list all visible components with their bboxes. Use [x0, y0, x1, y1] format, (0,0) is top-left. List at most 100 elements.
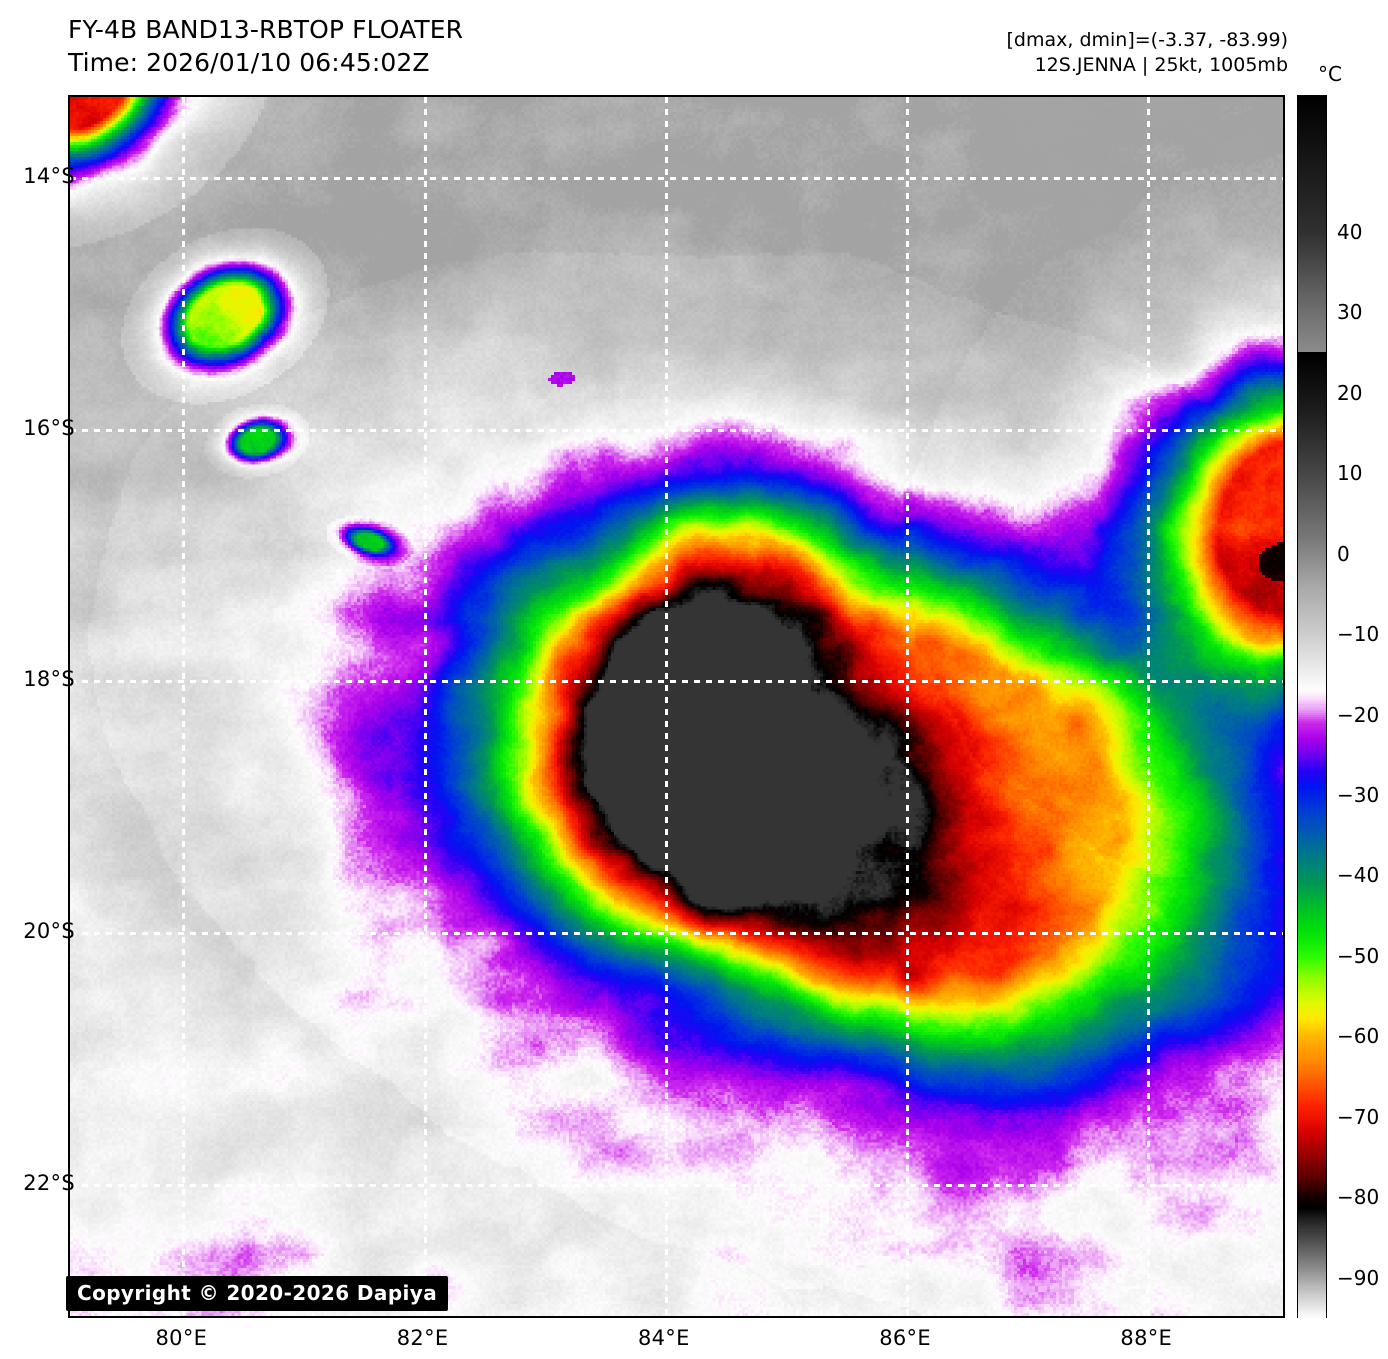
- colorbar-segment: [1298, 983, 1326, 987]
- colorbar-segment: [1298, 152, 1326, 156]
- colorbar-segment: [1298, 163, 1326, 166]
- colorbar-segment: [1298, 647, 1326, 651]
- colorbar-segment: [1298, 1180, 1326, 1184]
- colorbar-segment: [1298, 875, 1326, 879]
- colorbar-segment: [1298, 1196, 1326, 1200]
- colorbar-segment: [1298, 118, 1326, 122]
- colorbar-segment: [1298, 433, 1326, 437]
- colorbar-segment: [1298, 173, 1326, 177]
- colorbar-segment: [1298, 688, 1326, 691]
- colorbar-segment: [1298, 205, 1326, 209]
- colorbar-segment: [1298, 1066, 1326, 1070]
- colorbar[interactable]: [1297, 95, 1327, 1318]
- colorbar-segment: [1298, 901, 1326, 905]
- colorbar-segment: [1298, 293, 1326, 297]
- colorbar-segment: [1298, 700, 1326, 704]
- colorbar-segment: [1298, 545, 1326, 549]
- colorbar-segment: [1298, 1227, 1326, 1231]
- colorbar-segment: [1298, 527, 1326, 531]
- colorbar-segment: [1298, 427, 1326, 431]
- colorbar-segment: [1298, 285, 1326, 289]
- colorbar-segment: [1298, 513, 1326, 516]
- colorbar-segment: [1298, 124, 1326, 128]
- lon-tick-label: 82°E: [396, 1326, 449, 1350]
- colorbar-segment: [1298, 1028, 1326, 1031]
- lat-tick-label: 20°S: [23, 919, 75, 944]
- colorbar-segment: [1298, 1099, 1326, 1103]
- colorbar-segment: [1298, 629, 1326, 632]
- colorbar-segment: [1298, 853, 1326, 856]
- colorbar-segment: [1298, 887, 1326, 891]
- colorbar-segment: [1298, 1205, 1326, 1208]
- colorbar-segment: [1298, 218, 1326, 221]
- colorbar-segment: [1298, 242, 1326, 246]
- colorbar-segment: [1298, 443, 1326, 447]
- colorbar-segment: [1298, 966, 1326, 970]
- colorbar-segment: [1298, 458, 1326, 461]
- colorbar-segment: [1298, 252, 1326, 256]
- colorbar-segment: [1298, 334, 1326, 337]
- colorbar-segment: [1298, 651, 1326, 655]
- colorbar-segment: [1298, 759, 1326, 763]
- colorbar-segment: [1298, 1052, 1326, 1056]
- colorbar-segment: [1298, 403, 1326, 407]
- colorbar-segment: [1298, 303, 1326, 307]
- colorbar-segment: [1298, 566, 1326, 569]
- colorbar-segment: [1298, 498, 1326, 502]
- colorbar-segment: [1298, 618, 1326, 622]
- lat-tick-label: 14°S: [23, 163, 75, 188]
- colorbar-segment: [1298, 702, 1326, 706]
- colorbar-segment: [1298, 891, 1326, 895]
- colorbar-segment: [1298, 1247, 1326, 1251]
- colorbar-segment: [1298, 1235, 1326, 1239]
- colorbar-segment: [1298, 277, 1326, 280]
- colorbar-segment: [1298, 671, 1326, 675]
- colorbar-segment: [1298, 940, 1326, 944]
- colorbar-segment: [1298, 128, 1326, 132]
- colorbar-segment: [1298, 1129, 1326, 1133]
- colorbar-segment: [1298, 389, 1326, 392]
- colorbar-segment: [1298, 155, 1326, 158]
- colorbar-segment: [1298, 391, 1326, 394]
- colorbar-segment: [1298, 376, 1326, 380]
- colorbar-segment: [1298, 1060, 1326, 1064]
- colorbar-segment: [1298, 559, 1326, 563]
- colorbar-segment: [1298, 338, 1326, 341]
- colorbar-segment: [1298, 606, 1326, 610]
- colorbar-segment: [1298, 279, 1326, 282]
- colorbar-segment: [1298, 509, 1326, 512]
- colorbar-segment: [1298, 694, 1326, 698]
- colorbar-segment: [1298, 480, 1326, 484]
- colorbar-segment: [1298, 492, 1326, 496]
- colorbar-segment: [1298, 1148, 1326, 1151]
- satellite-image-plot[interactable]: [68, 95, 1285, 1318]
- colorbar-segment: [1298, 995, 1326, 999]
- colorbar-segment: [1298, 769, 1326, 773]
- colorbar-segment: [1298, 171, 1326, 175]
- dmax-dmin-readout: [dmax, dmin]=(-3.37, -83.99): [1006, 29, 1288, 51]
- colorbar-segment: [1298, 716, 1326, 720]
- colorbar-segment: [1298, 1044, 1326, 1048]
- colorbar-segment: [1298, 146, 1326, 150]
- colorbar-segment: [1298, 537, 1326, 541]
- colorbar-segment: [1298, 1237, 1326, 1241]
- colorbar-segment: [1298, 413, 1326, 417]
- colorbar-segment: [1298, 1105, 1326, 1109]
- colorbar-segment: [1298, 1209, 1326, 1212]
- colorbar-segment: [1298, 1192, 1326, 1196]
- colorbar-segment: [1298, 1019, 1326, 1023]
- colorbar-segment: [1298, 641, 1326, 645]
- colorbar-segment: [1298, 395, 1326, 398]
- colorbar-segment: [1298, 1141, 1326, 1145]
- colorbar-segment: [1298, 926, 1326, 930]
- colorbar-segment: [1298, 1190, 1326, 1194]
- colorbar-segment: [1298, 1127, 1326, 1131]
- colorbar-segment: [1298, 1119, 1326, 1123]
- colorbar-segment: [1298, 96, 1326, 99]
- colorbar-segment: [1298, 958, 1326, 962]
- colorbar-segment: [1298, 608, 1326, 612]
- colorbar-segment: [1298, 503, 1326, 506]
- colorbar-segment: [1298, 301, 1326, 305]
- colorbar-segment: [1298, 193, 1326, 197]
- colorbar-segment: [1298, 946, 1326, 950]
